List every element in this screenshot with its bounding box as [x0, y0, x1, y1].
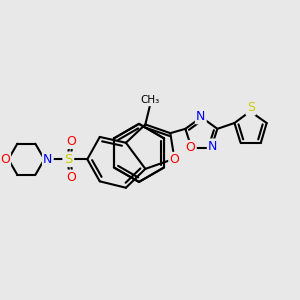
Text: CH₃: CH₃: [140, 95, 159, 105]
Text: O: O: [0, 153, 10, 166]
Text: N: N: [208, 140, 218, 153]
Text: O: O: [67, 135, 76, 148]
Text: N: N: [43, 153, 52, 166]
Text: S: S: [247, 101, 255, 114]
Text: O: O: [67, 171, 76, 184]
Text: N: N: [196, 110, 206, 123]
Text: O: O: [169, 153, 179, 166]
Text: S: S: [64, 153, 72, 166]
Text: O: O: [186, 141, 196, 154]
